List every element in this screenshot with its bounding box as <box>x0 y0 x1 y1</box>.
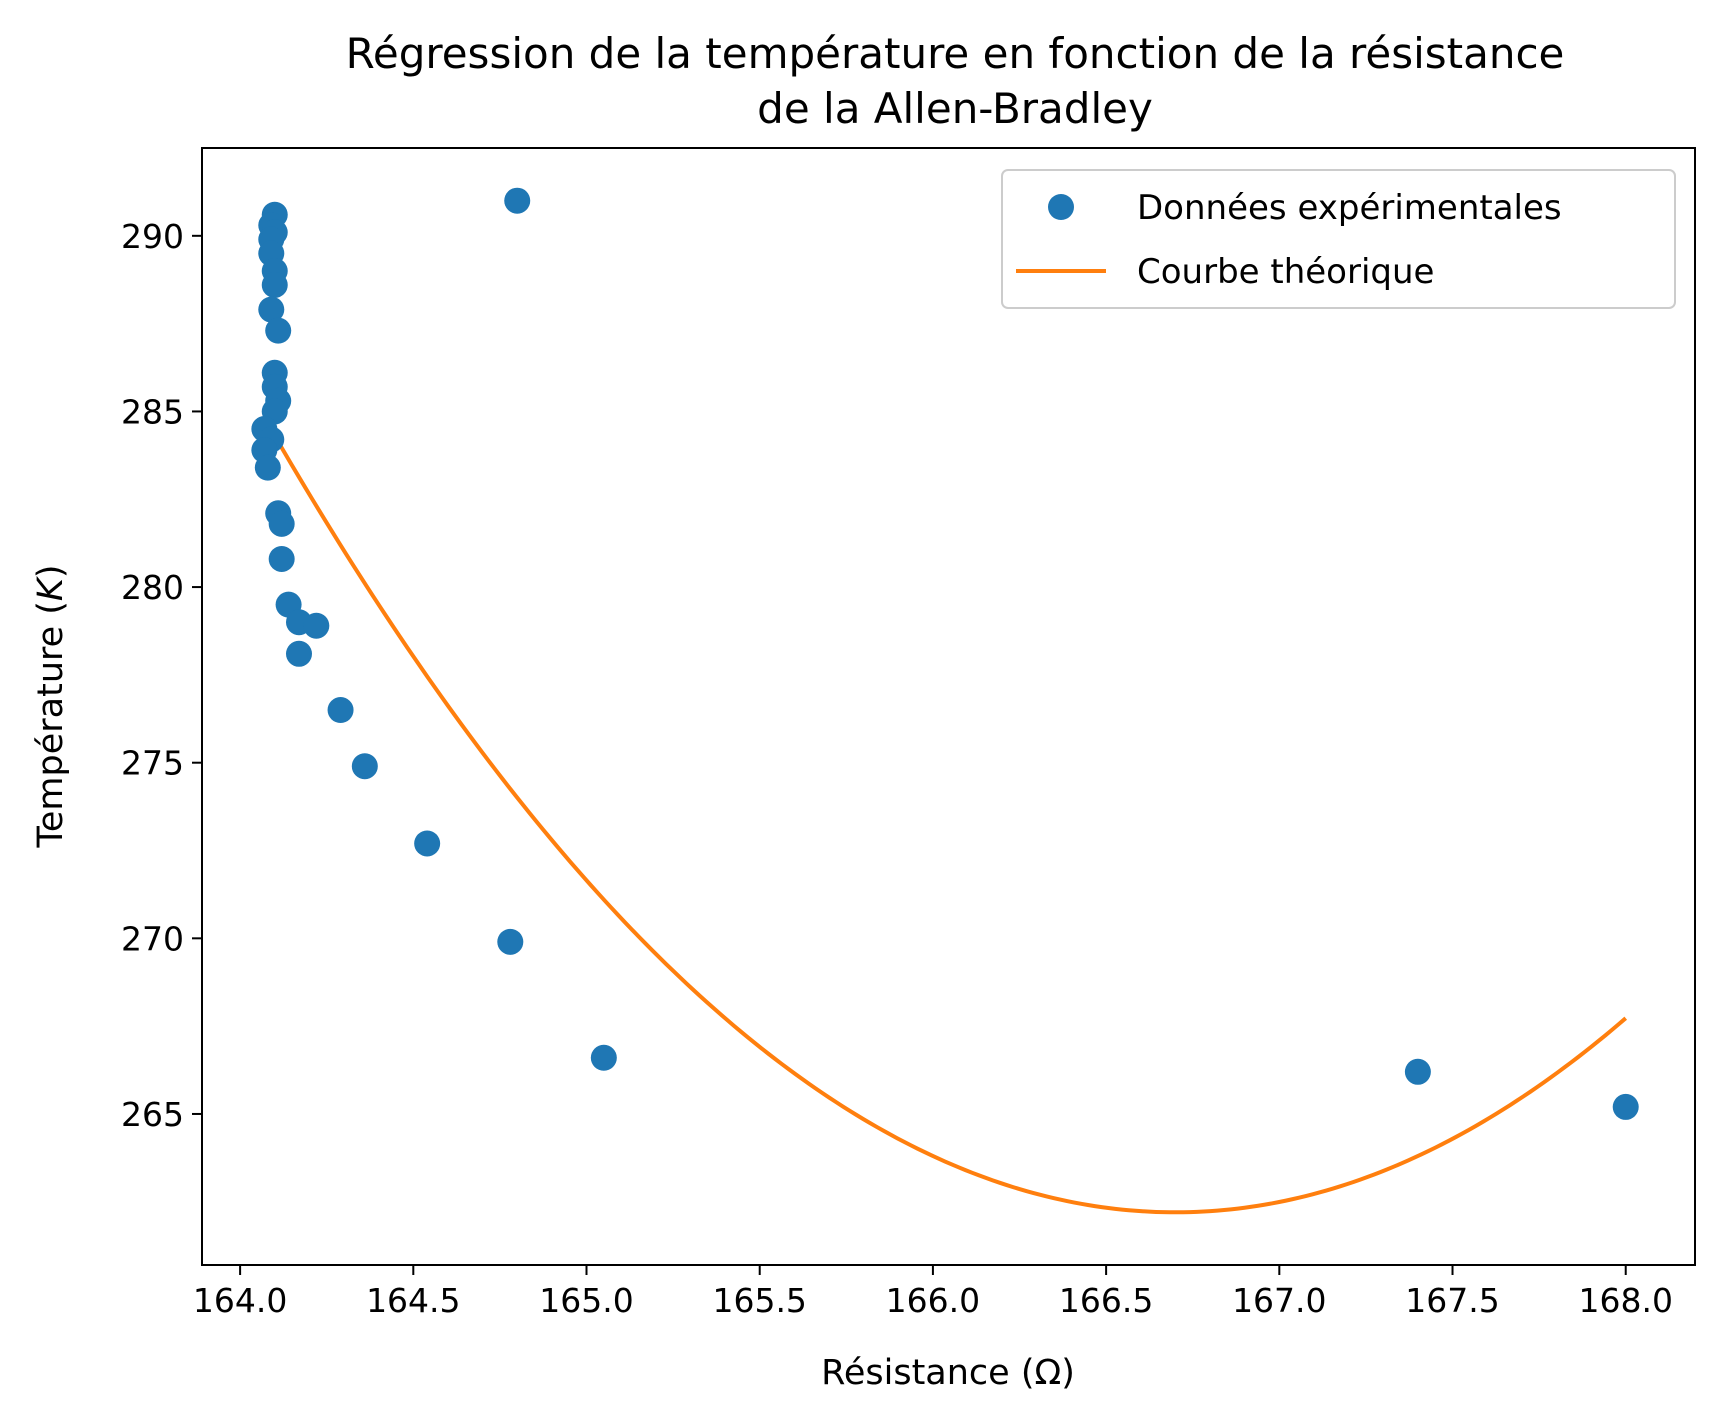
y-tick-label: 265 <box>121 1095 184 1134</box>
y-axis-label: Température (K) <box>31 564 71 848</box>
data-point <box>254 454 281 481</box>
y-tick-label: 285 <box>121 392 184 431</box>
y-tick-label: 270 <box>121 919 184 958</box>
x-tick-label: 167.0 <box>1232 1281 1326 1320</box>
x-tick-label: 167.5 <box>1405 1281 1499 1320</box>
data-point <box>285 640 312 667</box>
data-point <box>504 187 531 214</box>
chart-title-line-1: Régression de la température en fonction… <box>346 29 1565 78</box>
chart-title-line-2: de la Allen-Bradley <box>757 84 1153 133</box>
legend: Données expérimentales Courbe théorique <box>1001 169 1676 309</box>
legend-label-experimental: Données expérimentales <box>1137 188 1562 228</box>
y-axis-label-prefix: Température ( <box>31 601 71 849</box>
data-point <box>1612 1093 1639 1120</box>
data-point <box>497 928 524 955</box>
plot-area <box>251 187 1639 1215</box>
data-point <box>261 271 288 298</box>
data-point <box>258 296 285 323</box>
data-point <box>268 545 295 572</box>
y-tick-label: 290 <box>121 217 184 256</box>
x-tick-label: 166.5 <box>1059 1281 1153 1320</box>
data-point <box>265 317 292 344</box>
legend-marker-experimental <box>1048 194 1074 220</box>
y-axis: 265 270 275 280 285 290 <box>121 217 202 1134</box>
theoretical-curve <box>262 416 1628 1215</box>
legend-label-theoretical: Courbe théorique <box>1137 252 1434 292</box>
data-point <box>268 510 295 537</box>
x-axis-label: Résistance (Ω) <box>821 1353 1075 1393</box>
x-tick-label: 164.5 <box>366 1281 460 1320</box>
x-tick-label: 165.5 <box>712 1281 806 1320</box>
x-axis: 164.0 164.5 165.0 165.5 166.0 166.5 167.0 167.5… <box>193 1265 1673 1320</box>
data-point <box>351 753 378 780</box>
axes-frame <box>201 147 1696 1266</box>
legend-box <box>1001 169 1676 309</box>
data-point <box>327 697 354 724</box>
x-tick-label: 164.0 <box>193 1281 287 1320</box>
y-axis-label-unit: K <box>31 575 71 601</box>
y-axis-label-suffix: ) <box>31 564 71 578</box>
x-tick-label: 166.0 <box>886 1281 980 1320</box>
y-tick-label: 280 <box>121 568 184 607</box>
data-point <box>414 830 441 857</box>
data-point <box>303 612 330 639</box>
y-tick-label: 275 <box>121 744 184 783</box>
data-point <box>1404 1058 1431 1085</box>
data-point <box>590 1044 617 1071</box>
x-tick-label: 168.0 <box>1578 1281 1672 1320</box>
x-tick-label: 165.0 <box>539 1281 633 1320</box>
